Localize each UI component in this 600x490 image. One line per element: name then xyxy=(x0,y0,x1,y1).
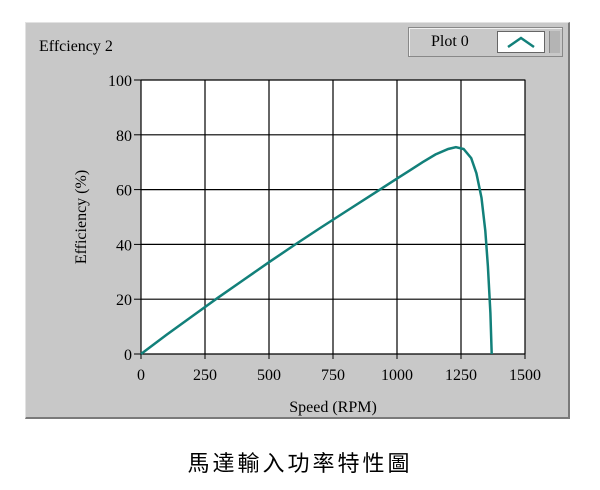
y-tick-label: 80 xyxy=(116,128,132,145)
y-tick-label: 40 xyxy=(116,237,132,254)
y-tick-label: 100 xyxy=(108,73,132,90)
series-line-plot-0 xyxy=(140,145,493,355)
x-tick-label: 1500 xyxy=(509,367,541,384)
legend-swatch xyxy=(497,31,545,53)
x-tick-label: 1000 xyxy=(381,367,413,384)
legend-scroll-tab[interactable] xyxy=(549,31,560,53)
x-tick-label: 750 xyxy=(321,367,345,384)
x-tick-labels: 0 250 500 750 1000 1250 1500 xyxy=(137,367,541,384)
x-axis-title: Speed (RPM) xyxy=(289,399,377,416)
chart-svg: 0 250 500 750 1000 1250 1500 0 20 40 60 80 100 Spee… xyxy=(73,73,541,416)
legend-series-label: Plot 0 xyxy=(431,33,469,50)
legend[interactable]: Plot 0 xyxy=(408,27,563,57)
graph-title: Effciency 2 xyxy=(39,38,113,55)
y-tick-labels: 0 20 40 60 80 100 xyxy=(108,73,132,364)
y-axis-title: Efficiency (%) xyxy=(73,170,90,264)
y-tick-label: 20 xyxy=(116,292,132,309)
x-tick-label: 250 xyxy=(193,367,217,384)
y-tick-label: 60 xyxy=(116,183,132,200)
x-tick-label: 500 xyxy=(257,367,281,384)
tick-marks xyxy=(134,79,526,359)
x-tick-label: 1250 xyxy=(445,367,477,384)
y-tick-label: 0 xyxy=(124,347,132,364)
legend-line-icon xyxy=(507,36,535,49)
x-tick-label: 0 xyxy=(137,367,145,384)
figure-caption: 馬達輸入功率特性圖 xyxy=(187,452,413,477)
